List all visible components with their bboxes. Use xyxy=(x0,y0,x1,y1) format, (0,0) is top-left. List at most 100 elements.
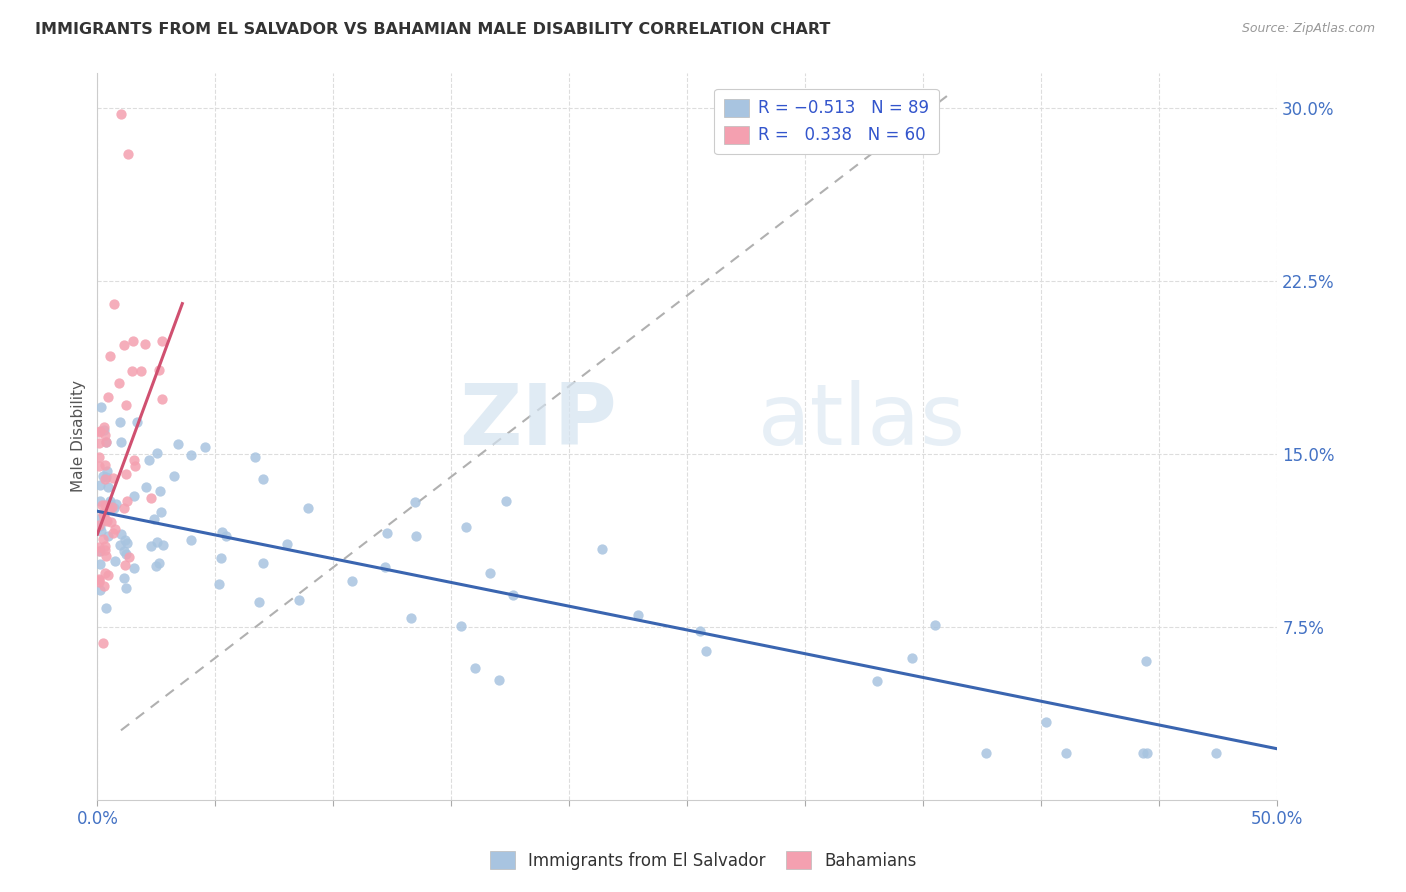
Point xyxy=(89,458,111,473)
Point xyxy=(98,349,121,363)
Point xyxy=(405,529,427,543)
Point xyxy=(297,501,319,516)
Point xyxy=(110,526,132,541)
Point xyxy=(93,578,115,592)
Point xyxy=(1135,747,1157,761)
Point xyxy=(245,450,267,464)
Point xyxy=(90,401,112,415)
Point xyxy=(152,538,174,552)
Point xyxy=(118,550,141,565)
Point xyxy=(110,415,132,429)
Point xyxy=(93,511,115,525)
Point xyxy=(100,516,122,530)
Point xyxy=(89,424,111,438)
Point xyxy=(105,497,128,511)
Point xyxy=(91,635,114,649)
Point xyxy=(93,420,115,434)
Point xyxy=(87,573,110,587)
Point xyxy=(115,467,138,481)
Point xyxy=(375,525,398,540)
Point xyxy=(479,566,502,580)
Point xyxy=(150,334,173,348)
Point xyxy=(93,543,115,558)
Point xyxy=(91,507,114,521)
Point xyxy=(91,469,114,483)
Point xyxy=(94,458,117,472)
Point xyxy=(627,608,650,623)
Legend: Immigrants from El Salvador, Bahamians: Immigrants from El Salvador, Bahamians xyxy=(484,845,922,877)
Point xyxy=(117,146,139,161)
Point xyxy=(866,673,889,688)
Point xyxy=(87,544,110,558)
Point xyxy=(110,434,132,449)
Point xyxy=(150,505,173,519)
Point xyxy=(87,575,110,590)
Point xyxy=(115,547,138,561)
Point xyxy=(108,376,131,390)
Point xyxy=(247,595,270,609)
Point xyxy=(94,428,117,442)
Point xyxy=(288,592,311,607)
Point xyxy=(91,498,114,512)
Point xyxy=(1205,747,1227,761)
Y-axis label: Male Disability: Male Disability xyxy=(72,380,86,492)
Point xyxy=(89,436,111,450)
Point xyxy=(103,296,125,310)
Point xyxy=(93,507,115,521)
Point xyxy=(211,524,233,539)
Point xyxy=(121,364,143,378)
Point xyxy=(108,538,131,552)
Point xyxy=(89,557,111,571)
Point xyxy=(89,543,111,558)
Text: atlas: atlas xyxy=(758,380,966,463)
Point xyxy=(134,337,156,351)
Point xyxy=(94,539,117,553)
Point xyxy=(122,453,145,467)
Point xyxy=(94,470,117,484)
Point xyxy=(89,583,111,598)
Point xyxy=(502,588,524,602)
Point xyxy=(180,533,202,547)
Point xyxy=(122,489,145,503)
Point xyxy=(112,338,135,352)
Point xyxy=(114,581,136,595)
Point xyxy=(97,567,120,582)
Point xyxy=(96,515,118,529)
Point xyxy=(450,619,472,633)
Point xyxy=(101,500,124,515)
Point xyxy=(93,498,115,512)
Point xyxy=(98,497,121,511)
Point xyxy=(591,541,613,556)
Point xyxy=(121,334,143,348)
Point xyxy=(89,477,111,491)
Text: ZIP: ZIP xyxy=(458,380,616,463)
Point xyxy=(129,364,152,378)
Point xyxy=(91,533,114,547)
Point xyxy=(97,529,120,543)
Point xyxy=(103,500,125,515)
Point xyxy=(122,561,145,575)
Text: Source: ZipAtlas.com: Source: ZipAtlas.com xyxy=(1241,22,1375,36)
Point xyxy=(138,452,160,467)
Point xyxy=(97,390,120,404)
Point xyxy=(695,644,717,658)
Point xyxy=(87,450,110,464)
Point xyxy=(1132,747,1154,761)
Point xyxy=(139,539,162,553)
Point xyxy=(252,557,274,571)
Point xyxy=(112,544,135,558)
Point xyxy=(94,566,117,580)
Point xyxy=(115,398,138,412)
Point xyxy=(340,574,363,589)
Point xyxy=(148,556,170,570)
Point xyxy=(143,511,166,525)
Point xyxy=(93,423,115,437)
Point xyxy=(114,533,136,547)
Point xyxy=(689,624,711,638)
Point xyxy=(924,618,946,632)
Point xyxy=(94,435,117,450)
Point xyxy=(125,415,148,429)
Point xyxy=(488,673,510,687)
Point xyxy=(135,480,157,494)
Text: IMMIGRANTS FROM EL SALVADOR VS BAHAMIAN MALE DISABILITY CORRELATION CHART: IMMIGRANTS FROM EL SALVADOR VS BAHAMIAN … xyxy=(35,22,831,37)
